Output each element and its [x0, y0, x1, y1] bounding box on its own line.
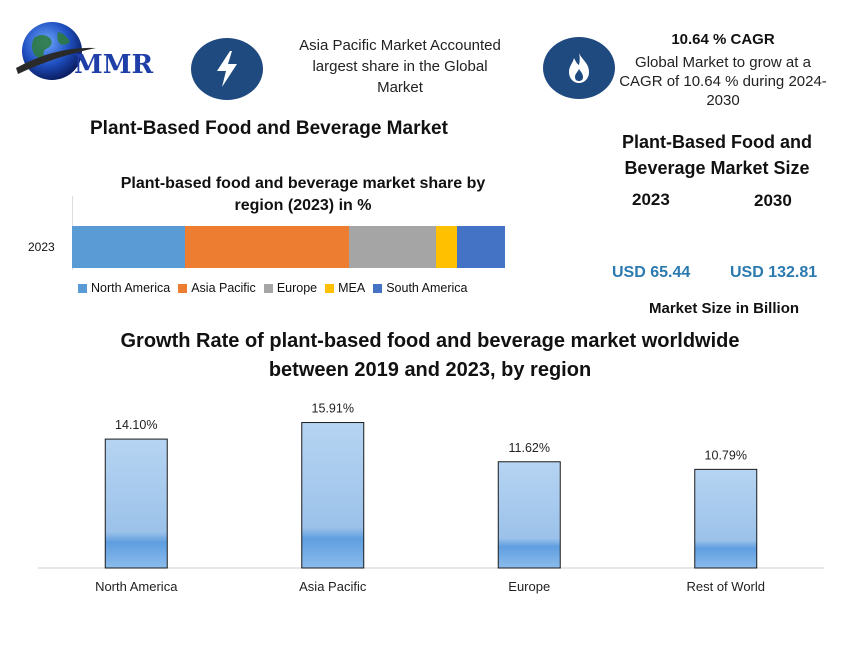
legend-label: North America — [91, 281, 171, 295]
growth-bar — [497, 461, 561, 569]
growth-tick-label: Europe — [508, 579, 550, 594]
legend-label: Asia Pacific — [191, 281, 256, 295]
market-size-title-line: Plant-Based Food and — [621, 132, 812, 152]
legend-label: Europe — [276, 281, 318, 295]
legend-item: Asia Pacific — [178, 281, 256, 295]
legend-label: MEA — [338, 281, 366, 295]
legend-label: South America — [386, 281, 468, 295]
highlight-right-line: 2030 — [706, 92, 740, 109]
market-size-year-end: 2030 — [754, 191, 792, 210]
market-size-unit-label: Market Size in Billion — [648, 300, 800, 317]
market-size-title-line: Beverage Market Size — [624, 158, 810, 178]
flame-icon — [569, 53, 589, 83]
legend-swatch — [373, 283, 383, 293]
market-size-value-end: USD 132.81 — [730, 264, 818, 281]
market-size-year-start: 2023 — [632, 190, 670, 209]
share-chart-category-label: 2023 — [28, 240, 55, 254]
growth-data-label: 14.10% — [115, 418, 157, 432]
growth-data-label: 10.79% — [705, 448, 747, 462]
legend-item: Europe — [263, 281, 318, 295]
share-segment-south-america — [457, 226, 505, 268]
growth-chart: 14.10% North America 15.91% Asia Pacific 11.… — [38, 402, 824, 594]
growth-data-label: 11.62% — [509, 441, 550, 455]
growth-bar — [301, 422, 365, 569]
growth-chart-title: Growth Rate of plant-based food and beve… — [60, 327, 800, 385]
share-segment-asia-pacific — [184, 226, 350, 268]
highlight-right-line: CAGR of 10.64 % during 2024- — [619, 73, 827, 90]
legend-swatch — [325, 283, 335, 293]
legend-item: MEA — [325, 281, 365, 295]
share-chart-bar — [72, 226, 505, 268]
growth-chart-title-line: between 2019 and 2023, by region — [268, 359, 592, 381]
share-segment-mea — [435, 226, 458, 268]
legend-item: South America — [373, 281, 468, 295]
globe-icon — [16, 22, 96, 80]
growth-bar — [694, 468, 758, 569]
share-chart-legend: North America Asia Pacific Europe MEA South … — [78, 281, 468, 295]
highlight-left-line: Market — [377, 79, 423, 96]
highlight-right-line: Global Market to grow at a — [635, 54, 811, 71]
lightning-icon — [217, 51, 237, 87]
highlight-right-text: Global Market to grow at a CAGR of 10.64… — [610, 53, 836, 110]
growth-tick-label: North America — [95, 579, 178, 594]
highlight-right-icon-badge — [543, 37, 615, 99]
growth-tick-label: Rest of World — [686, 579, 765, 594]
share-chart-title: Plant-based food and beverage market sha… — [72, 173, 534, 217]
growth-bar — [104, 438, 168, 569]
share-chart-title-line: region (2023) in % — [234, 197, 372, 214]
market-size-title: Plant-Based Food and Beverage Market Siz… — [606, 129, 828, 181]
market-size-value-start: USD 65.44 — [612, 264, 691, 281]
share-segment-europe — [349, 226, 436, 268]
share-chart-title-line: Plant-based food and beverage market sha… — [120, 175, 486, 192]
brand-logo — [12, 18, 172, 88]
page-title: Plant-Based Food and Beverage Market — [90, 118, 448, 139]
logo-text: MMR — [74, 50, 154, 80]
growth-tick-label: Asia Pacific — [299, 579, 367, 594]
growth-data-label: 15.91% — [312, 402, 354, 416]
legend-swatch — [263, 283, 273, 293]
legend-swatch — [178, 283, 188, 293]
highlight-left-line: Asia Pacific Market Accounted — [299, 37, 501, 54]
highlight-left-icon-badge — [191, 38, 263, 100]
highlight-left-line: largest share in the Global — [312, 58, 488, 75]
legend-item: North America — [78, 281, 170, 295]
growth-chart-title-line: Growth Rate of plant-based food and beve… — [120, 330, 740, 352]
legend-swatch — [78, 283, 87, 293]
highlight-left-text: Asia Pacific Market Accounted largest sh… — [282, 35, 518, 98]
cagr-title: 10.64 % CAGR — [671, 31, 775, 48]
share-segment-north-america — [72, 226, 185, 268]
